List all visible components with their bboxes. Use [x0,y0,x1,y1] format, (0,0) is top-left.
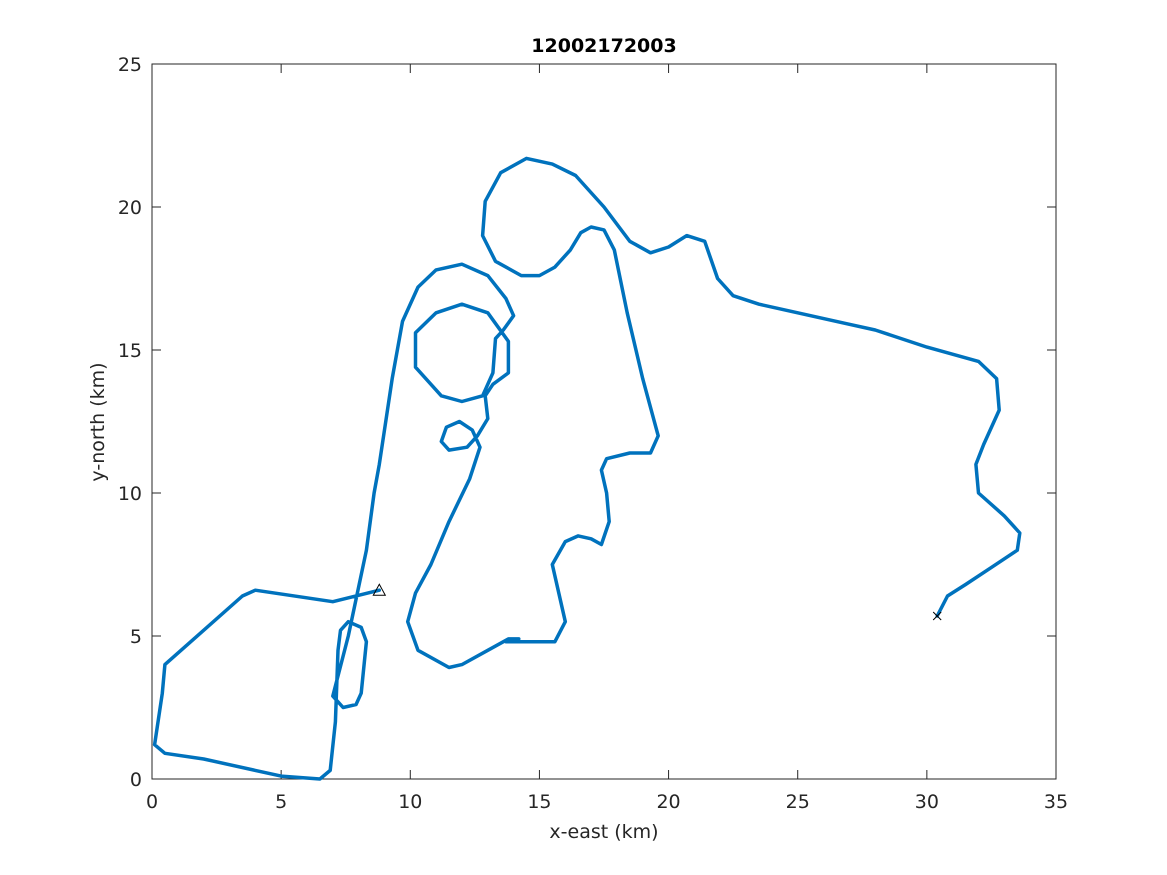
y-tick-label: 15 [118,340,142,362]
x-tick-label: 5 [275,791,287,813]
start-marker [372,583,387,596]
trajectory-line [152,156,1022,781]
x-tick-label: 20 [656,791,680,813]
chart-title: 12002172003 [531,35,676,57]
y-tick-label: 10 [118,483,142,505]
x-tick-label: 10 [398,791,422,813]
y-tick-label: 20 [118,197,142,219]
y-tick-label: 25 [118,54,142,76]
y-tick-label: 0 [130,769,142,791]
x-tick-label: 15 [527,791,551,813]
axes-box [151,63,1057,780]
x-axis-label: x-east (km) [549,821,658,843]
y-tick-label: 5 [130,626,142,648]
x-tick-label: 35 [1044,791,1068,813]
x-tick-label: 0 [146,791,158,813]
y-axis-label: y-north (km) [87,362,109,481]
end-marker [932,611,942,621]
x-tick-label: 30 [915,791,939,813]
x-tick-label: 25 [786,791,810,813]
